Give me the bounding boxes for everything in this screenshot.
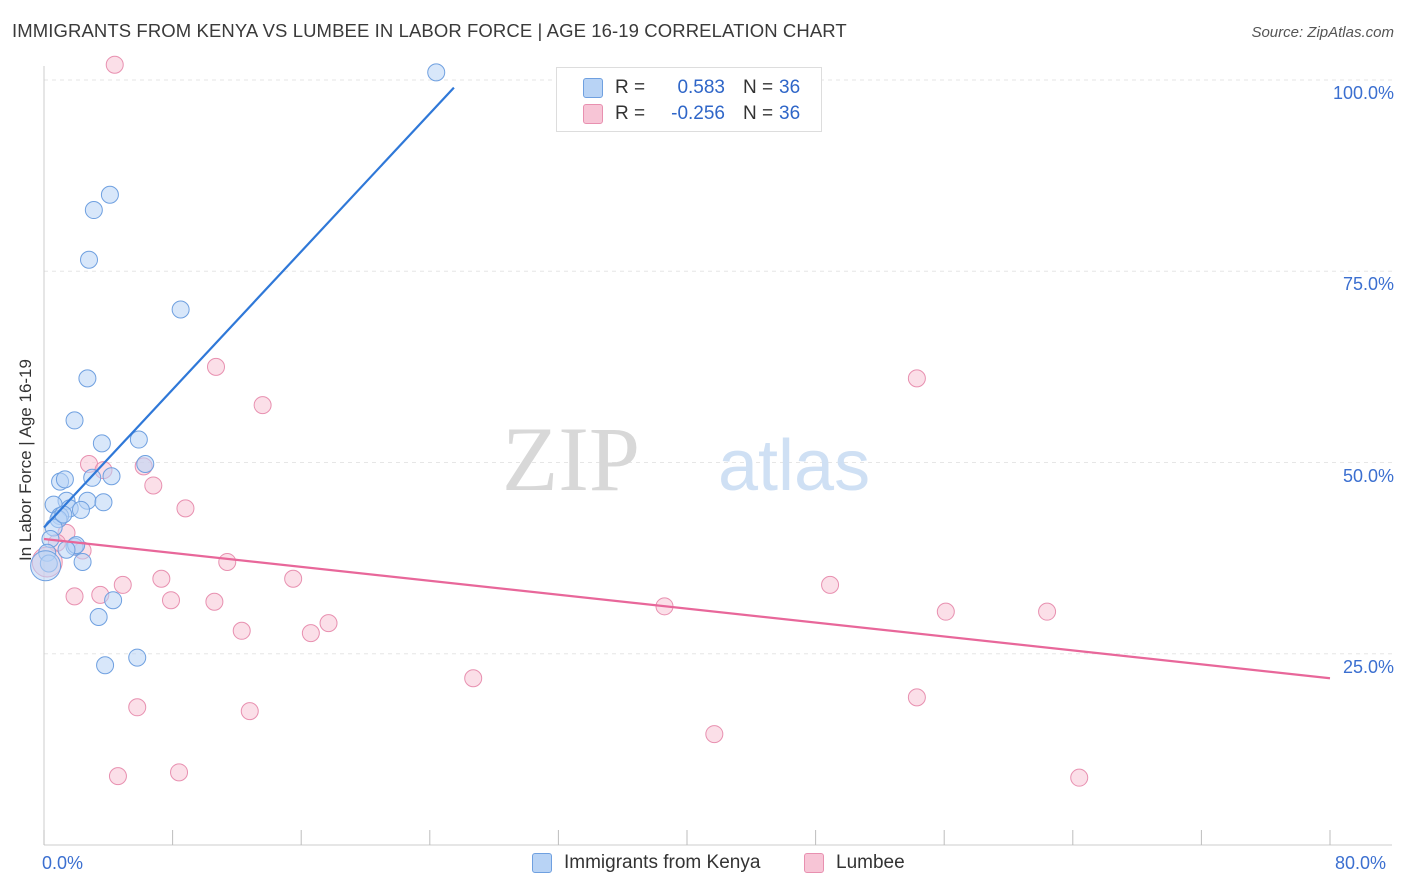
legend-row-lumbee: R = -0.256 N = 36: [583, 102, 800, 126]
lumbee-point: [1039, 603, 1056, 620]
kenya-point: [129, 649, 146, 666]
lumbee-point: [233, 622, 250, 639]
lumbee-point: [241, 703, 258, 720]
lumbee-point: [153, 570, 170, 587]
n-value: 36: [779, 103, 800, 125]
kenya-point: [58, 541, 75, 558]
lumbee-point: [106, 56, 123, 73]
kenya-swatch: [583, 78, 603, 98]
watermark-zip: ZIP: [502, 408, 640, 510]
lumbee-trend-line: [44, 539, 1330, 678]
kenya-point: [137, 456, 154, 473]
y-tick-label: 25.0%: [1343, 657, 1394, 678]
kenya-point: [101, 186, 118, 203]
lumbee-point: [908, 689, 925, 706]
y-axis-label: In Labor Force | Age 16-19: [16, 450, 36, 470]
kenya-point: [428, 64, 445, 81]
kenya-point: [79, 370, 96, 387]
lumbee-point: [706, 726, 723, 743]
watermark-atlas: atlas: [718, 426, 870, 506]
lumbee-point: [206, 593, 223, 610]
lumbee-point: [145, 477, 162, 494]
lumbee-point: [129, 699, 146, 716]
kenya-point: [85, 202, 102, 219]
n-label: N =: [743, 77, 779, 99]
kenya-point: [97, 657, 114, 674]
kenya-legend-label: Immigrants from Kenya: [564, 852, 760, 874]
watermark: ZIP atlas: [502, 408, 870, 510]
kenya-point: [172, 301, 189, 318]
r-label: R =: [615, 103, 653, 125]
lumbee-swatch: [583, 104, 603, 124]
lumbee-point: [822, 576, 839, 593]
correlation-legend: R = 0.583 N = 36 R = -0.256 N = 36: [556, 67, 822, 132]
r-value: 0.583: [653, 77, 725, 99]
legend-row-kenya: R = 0.583 N = 36: [583, 76, 800, 100]
n-value: 36: [779, 77, 800, 99]
kenya-point: [81, 251, 98, 268]
lumbee-point: [177, 500, 194, 517]
kenya-point: [103, 468, 120, 485]
lumbee-point: [66, 588, 83, 605]
lumbee-point: [302, 625, 319, 642]
lumbee-point: [208, 358, 225, 375]
lumbee-point: [219, 553, 236, 570]
lumbee-point: [171, 764, 188, 781]
lumbee-point: [937, 603, 954, 620]
grid-lines: [44, 80, 1392, 654]
lumbee-legend-label: Lumbee: [836, 852, 905, 874]
legend-item-kenya[interactable]: Immigrants from Kenya: [532, 852, 760, 874]
lumbee-point: [114, 576, 131, 593]
kenya-point: [72, 501, 89, 518]
lumbee-point: [908, 370, 925, 387]
y-tick-label: 100.0%: [1333, 83, 1394, 104]
trend-lines: [44, 88, 1330, 679]
lumbee-legend-swatch: [804, 853, 824, 873]
kenya-trend-line: [44, 88, 454, 528]
n-label: N =: [743, 103, 779, 125]
kenya-point: [74, 553, 91, 570]
kenya-point: [93, 435, 110, 452]
kenya-legend-swatch: [532, 853, 552, 873]
lumbee-point: [320, 615, 337, 632]
lumbee-point: [162, 592, 179, 609]
series-legend: Immigrants from Kenya Lumbee: [0, 852, 1406, 876]
scatter-chart: ZIP atlas: [0, 0, 1406, 892]
kenya-point: [56, 471, 73, 488]
y-tick-label: 50.0%: [1343, 466, 1394, 487]
lumbee-point: [285, 570, 302, 587]
kenya-point: [66, 412, 83, 429]
kenya-point: [90, 609, 107, 626]
lumbee-point: [1071, 769, 1088, 786]
lumbee-point: [109, 768, 126, 785]
r-value: -0.256: [653, 103, 725, 125]
kenya-point: [95, 494, 112, 511]
y-tick-label: 75.0%: [1343, 274, 1394, 295]
lumbee-point: [254, 397, 271, 414]
legend-item-lumbee[interactable]: Lumbee: [804, 852, 905, 874]
kenya-point: [105, 592, 122, 609]
lumbee-point: [465, 670, 482, 687]
r-label: R =: [615, 77, 653, 99]
